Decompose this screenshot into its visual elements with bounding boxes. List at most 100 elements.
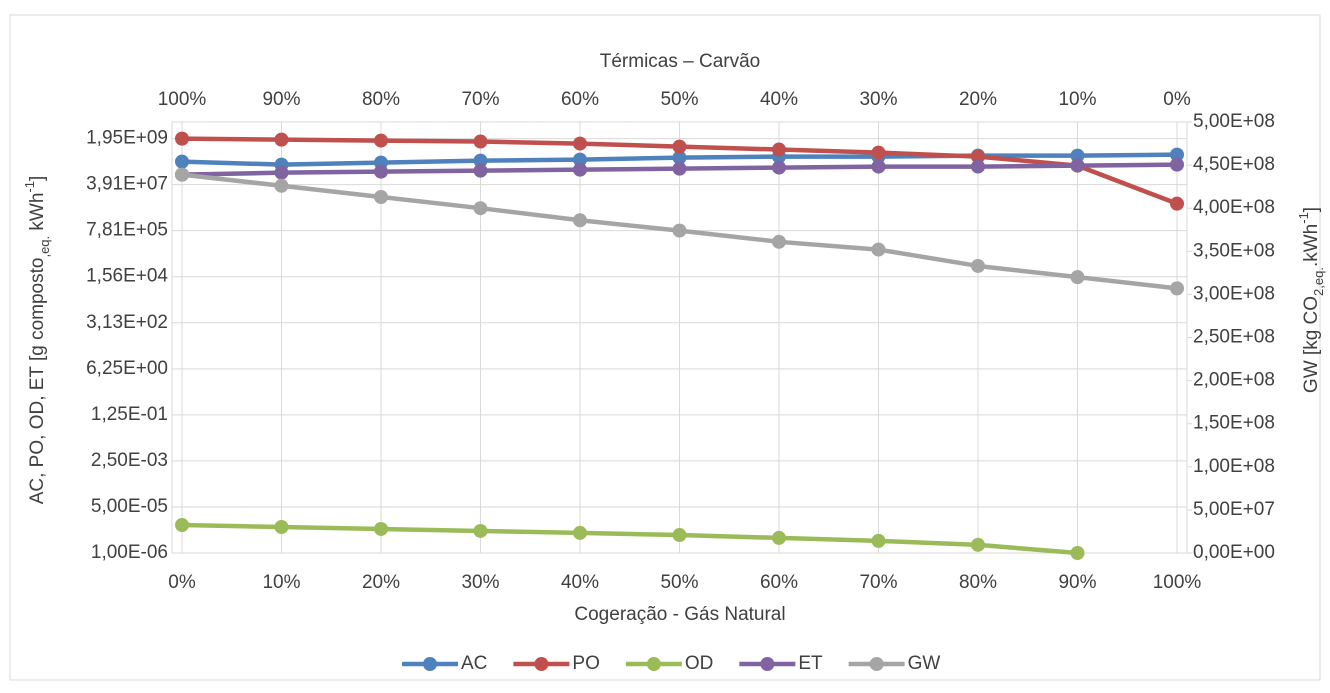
series-marker [175, 131, 189, 146]
series-marker [274, 178, 289, 193]
series-marker [871, 242, 886, 257]
series-marker [672, 528, 687, 543]
y2-tick-label: 4,00E+08 [1193, 197, 1275, 218]
y-title-part: kWh [27, 193, 48, 236]
x2-tick-label: 0% [1163, 89, 1191, 110]
y-tick-label: 5,00E-05 [91, 496, 168, 517]
x-tick-label: 90% [1058, 572, 1096, 593]
series-marker [573, 136, 587, 151]
legend-marker [869, 657, 884, 671]
y-title-part: ,eq. [37, 236, 52, 258]
legend-marker [646, 657, 661, 671]
x2-tick-label: 10% [1058, 89, 1096, 110]
y2-tick-label: 1,00E+08 [1193, 456, 1275, 477]
series-marker [374, 133, 388, 148]
series-marker [473, 201, 488, 216]
y2-tick-label: 3,50E+08 [1193, 240, 1275, 261]
x2-title: Térmicas – Carvão [600, 51, 761, 72]
series-marker [274, 520, 289, 535]
chart-frame [9, 14, 1321, 681]
series-line [179, 522, 1080, 556]
series-marker [473, 153, 488, 168]
series-marker [1170, 157, 1184, 172]
x2-tick-label: 20% [959, 89, 997, 110]
series-marker [1070, 158, 1085, 173]
legend-label: AC [461, 653, 487, 674]
series-marker [1070, 270, 1085, 285]
legend-marker [423, 657, 437, 671]
x-tick-label: 10% [262, 572, 300, 593]
series-marker [1170, 281, 1184, 296]
series-marker [573, 525, 587, 540]
y-tick-label: 1,56E+04 [86, 266, 168, 287]
y2-tick-label: 3,00E+08 [1193, 283, 1275, 304]
x-tick-label: 40% [561, 572, 599, 593]
legend-marker [760, 657, 775, 671]
y-tick-label: 1,95E+09 [86, 128, 168, 149]
y2-tick-label: 0,00E+00 [1193, 542, 1275, 563]
series-marker [971, 537, 985, 552]
y2-title-part: ] [1301, 207, 1322, 212]
x-tick-label: 0% [168, 572, 196, 593]
legend-label: OD [685, 653, 714, 674]
series-marker [274, 132, 289, 147]
y2-tick-label: 2,00E+08 [1193, 370, 1275, 391]
legend-label: ET [798, 653, 823, 674]
x-tick-label: 60% [760, 572, 798, 593]
series-marker [374, 521, 388, 536]
series-marker [473, 523, 488, 538]
y2-tick-label: 5,00E+07 [1193, 499, 1275, 520]
y-tick-label: 6,25E+00 [86, 358, 168, 379]
series-marker [274, 165, 289, 180]
series-marker [175, 517, 189, 532]
series-marker [971, 258, 985, 273]
series-marker [175, 154, 189, 169]
x2-tick-label: 100% [158, 89, 207, 110]
series-marker [971, 159, 985, 174]
x-tick-label: 30% [461, 572, 499, 593]
series-marker [374, 164, 388, 179]
series-marker [672, 150, 687, 165]
legend-marker [534, 657, 549, 671]
y-title-part: -1 [22, 181, 37, 193]
series-marker [374, 189, 388, 204]
y-tick-label: 2,50E-03 [91, 450, 168, 471]
series-marker [672, 223, 687, 238]
x2-tick-label: 70% [461, 89, 499, 110]
y-tick-label: 7,81E+05 [86, 220, 168, 241]
series-marker [573, 162, 587, 177]
series-marker [473, 163, 488, 178]
y2-title-part: 2,eq. [1311, 267, 1326, 296]
x-tick-label: 80% [959, 572, 997, 593]
y2-tick-label: 4,50E+08 [1193, 154, 1275, 175]
series-marker [871, 533, 886, 548]
x-tick-label: 100% [1153, 572, 1202, 593]
y2-title: GW [kg CO2,eq..kWh-1] [1296, 207, 1326, 393]
series-marker [772, 142, 786, 157]
x-tick-label: 20% [362, 572, 400, 593]
series-marker [1170, 147, 1184, 162]
y2-tick-label: 5,00E+08 [1193, 111, 1275, 132]
series-marker [971, 149, 985, 164]
x-tick-label: 50% [660, 572, 698, 593]
legend-label: PO [572, 653, 599, 674]
y-tick-label: 1,00E-06 [91, 542, 168, 563]
y-title-part: ] [27, 176, 48, 181]
x-tick-label: 70% [859, 572, 897, 593]
y2-tick-label: 1,50E+08 [1193, 413, 1275, 434]
y-title-part: AC, PO, OD, ET [g composto [27, 258, 48, 505]
series-marker [871, 159, 886, 174]
x2-tick-label: 30% [859, 89, 897, 110]
series-marker [1070, 546, 1085, 560]
x2-tick-label: 60% [561, 89, 599, 110]
x2-tick-label: 40% [760, 89, 798, 110]
x2-tick-label: 90% [262, 89, 300, 110]
y2-title-part: .kWh [1301, 224, 1322, 267]
series-marker [772, 234, 786, 249]
series-marker [672, 161, 687, 176]
series-marker [772, 530, 786, 545]
y2-title-part: GW [kg CO [1301, 296, 1322, 393]
y2-tick-label: 2,50E+08 [1193, 327, 1275, 348]
x2-tick-label: 80% [362, 89, 400, 110]
